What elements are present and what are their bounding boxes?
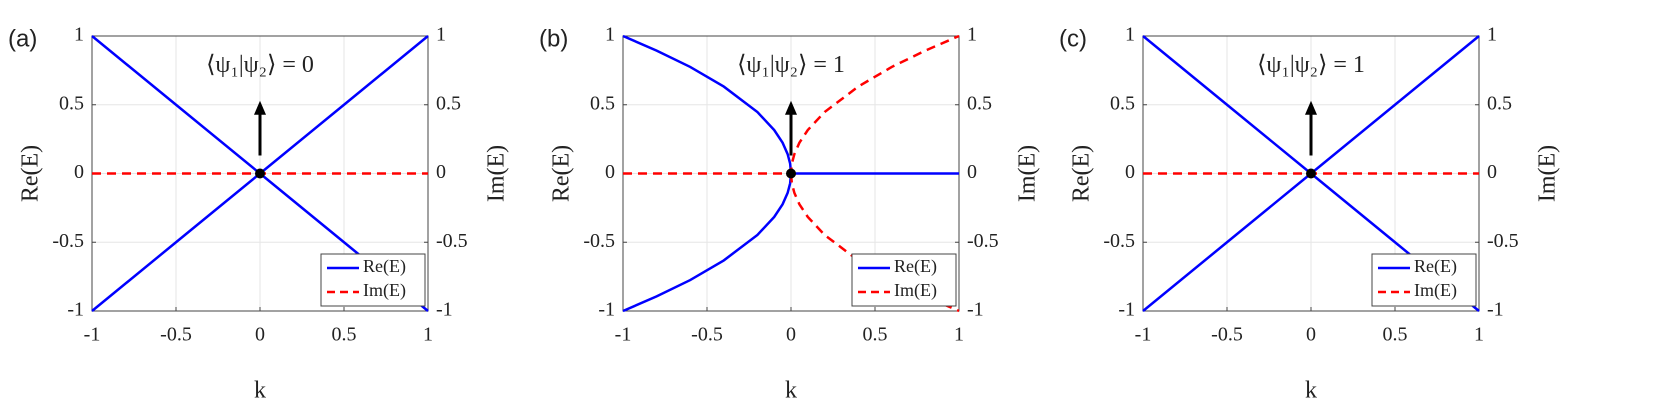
- y2-tick-label: 0.5: [436, 92, 461, 114]
- annotation: ⟨ψ₁|ψ₂⟩ = 1: [1257, 52, 1365, 78]
- y-tick-label: -1: [598, 299, 615, 321]
- x-tick-label: 0: [1306, 324, 1316, 346]
- x-axis-label: k: [254, 378, 266, 404]
- legend-label: Im(E): [1414, 280, 1457, 301]
- x-tick-label: 0: [786, 324, 796, 346]
- x-tick-label: -0.5: [1211, 324, 1243, 346]
- legend-box: [851, 253, 957, 307]
- y-tick-label: -0.5: [1103, 230, 1135, 252]
- y2-tick-label: -1: [436, 299, 453, 321]
- y2-tick-label: 0: [967, 161, 977, 183]
- y-tick-label: -0.5: [52, 230, 84, 252]
- y2-axis-label: Im(E): [1535, 145, 1561, 202]
- y-axis-label: Re(E): [18, 145, 44, 202]
- x-tick-label: 0: [255, 324, 265, 346]
- x-axis-label: k: [1305, 378, 1317, 404]
- x-tick-label: 1: [954, 324, 964, 346]
- x-tick-label: -1: [1135, 324, 1152, 346]
- y2-tick-label: 1: [436, 24, 446, 46]
- y-tick-label: 1: [605, 24, 615, 46]
- x-tick-label: 0.5: [863, 324, 888, 346]
- arrow-head: [785, 100, 797, 115]
- marker-point: [786, 168, 796, 179]
- y-tick-label: 0.5: [1110, 92, 1135, 114]
- legend-box: [320, 253, 426, 307]
- y2-tick-label: -0.5: [1487, 230, 1519, 252]
- x-tick-label: 0.5: [332, 324, 357, 346]
- y-tick-label: 0.5: [59, 92, 84, 114]
- series-line: [622, 173, 793, 313]
- y-tick-label: 0: [1125, 161, 1135, 183]
- legend-label: Re(E): [1414, 256, 1457, 277]
- y-axis-label: Re(E): [549, 145, 575, 202]
- legend-label: Im(E): [363, 280, 406, 301]
- y2-tick-label: -1: [967, 299, 984, 321]
- y-tick-label: -0.5: [583, 230, 615, 252]
- legend-label: Im(E): [894, 280, 937, 301]
- x-tick-label: 0.5: [1383, 324, 1408, 346]
- panel-label: (a): [8, 25, 37, 52]
- annotation: ⟨ψ₁|ψ₂⟩ = 0: [206, 52, 314, 78]
- y2-tick-label: 1: [1487, 24, 1497, 46]
- y-tick-label: 0: [74, 161, 84, 183]
- arrow-head: [254, 100, 266, 115]
- x-tick-label: -0.5: [691, 324, 723, 346]
- y-axis-label: Re(E): [1069, 145, 1095, 202]
- marker-point: [1306, 168, 1316, 179]
- x-tick-label: 1: [1474, 324, 1484, 346]
- y-tick-label: -1: [1118, 299, 1135, 321]
- y2-tick-label: 0: [436, 161, 446, 183]
- x-axis-label: k: [785, 378, 797, 404]
- y2-tick-label: -1: [1487, 299, 1504, 321]
- y-tick-label: 1: [1125, 24, 1135, 46]
- y-tick-label: -1: [67, 299, 84, 321]
- y2-tick-label: 0.5: [1487, 92, 1512, 114]
- legend-box: [1371, 253, 1477, 307]
- x-tick-label: -0.5: [160, 324, 192, 346]
- panel-label: (b): [539, 25, 568, 52]
- x-tick-label: -1: [84, 324, 101, 346]
- y-tick-label: 0: [605, 161, 615, 183]
- y2-tick-label: 0.5: [967, 92, 992, 114]
- y2-axis-label: Im(E): [484, 145, 510, 202]
- y2-tick-label: 0: [1487, 161, 1497, 183]
- legend-label: Re(E): [363, 256, 406, 277]
- y2-axis-label: Im(E): [1015, 145, 1041, 202]
- y-tick-label: 0.5: [590, 92, 615, 114]
- x-tick-label: -1: [615, 324, 632, 346]
- y-tick-label: 1: [74, 24, 84, 46]
- marker-point: [255, 168, 265, 179]
- y2-tick-label: -0.5: [436, 230, 468, 252]
- y2-tick-label: -0.5: [967, 230, 999, 252]
- x-tick-label: 1: [423, 324, 433, 346]
- arrow-head: [1305, 100, 1317, 115]
- panel-label: (c): [1059, 25, 1087, 52]
- y2-tick-label: 1: [967, 24, 977, 46]
- annotation: ⟨ψ₁|ψ₂⟩ = 1: [737, 52, 845, 78]
- legend-label: Re(E): [894, 256, 937, 277]
